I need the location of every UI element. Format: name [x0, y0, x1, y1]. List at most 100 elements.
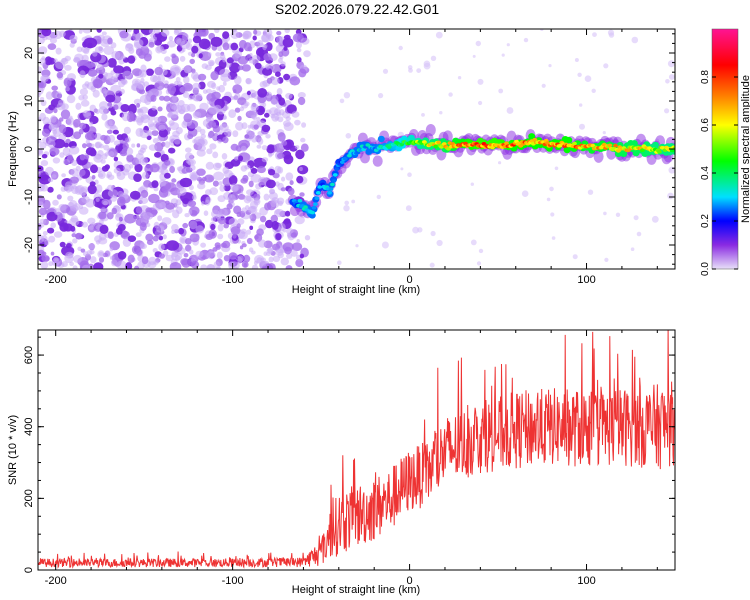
noise-blob — [101, 88, 108, 95]
noise-blob — [234, 75, 242, 85]
noise-blob — [149, 163, 160, 173]
noise-blob — [238, 39, 247, 49]
noise-blob-faint — [470, 182, 474, 186]
noise-blob — [236, 223, 241, 229]
noise-blob — [183, 76, 190, 84]
noise-blob — [127, 235, 137, 242]
noise-blob-faint — [584, 75, 592, 82]
noise-blob — [56, 71, 63, 79]
noise-blob — [156, 45, 164, 52]
noise-blob — [240, 177, 248, 184]
noise-blob — [280, 187, 286, 192]
noise-blob — [291, 111, 300, 118]
noise-blob — [113, 65, 125, 74]
noise-blob — [128, 47, 135, 54]
noise-blob — [168, 147, 176, 154]
noise-blob — [120, 104, 130, 112]
noise-blob — [285, 172, 294, 181]
colorbar-tick-label: 0.6 — [700, 118, 711, 132]
noise-blob — [158, 253, 165, 259]
noise-blob — [70, 205, 79, 212]
colorbar-frame — [711, 28, 739, 270]
signal-core — [317, 185, 323, 189]
noise-blob-faint — [602, 131, 606, 135]
noise-blob — [233, 185, 240, 191]
noise-blob — [206, 93, 216, 102]
noise-blob — [167, 111, 174, 118]
noise-blob — [50, 115, 57, 123]
noise-blob-faint — [550, 212, 555, 217]
noise-blob — [243, 254, 251, 263]
noise-blob — [58, 203, 67, 211]
noise-blob — [117, 251, 127, 260]
noise-blob — [66, 94, 76, 104]
noise-blob — [111, 259, 118, 267]
noise-blob — [171, 178, 177, 183]
noise-blob — [179, 177, 193, 188]
noise-blob — [188, 184, 194, 191]
noise-blob — [42, 231, 48, 236]
noise-blob — [222, 136, 229, 144]
noise-blob — [145, 233, 154, 242]
noise-blob — [163, 95, 171, 102]
noise-blob — [176, 38, 186, 46]
noise-blob-faint — [351, 199, 356, 204]
noise-blob — [188, 209, 193, 215]
noise-blob — [246, 237, 253, 245]
noise-blob — [287, 187, 295, 196]
noise-blob — [140, 144, 148, 150]
noise-blob-faint — [355, 244, 359, 248]
noise-blob — [286, 228, 294, 235]
noise-blob — [91, 222, 96, 227]
signal-core — [436, 140, 441, 145]
snr-y-tick-label: 400 — [23, 418, 35, 436]
noise-blob — [182, 222, 189, 229]
noise-blob — [234, 107, 241, 113]
noise-blob — [141, 158, 146, 164]
spectrogram-y-axis: -20 -10 0 10 20 — [23, 33, 675, 265]
noise-blob-faint — [521, 190, 529, 197]
noise-blob — [44, 56, 53, 66]
snr-x-tick-label: 0 — [407, 575, 413, 587]
noise-blob — [283, 120, 291, 127]
noise-blob — [109, 247, 114, 252]
noise-blob — [277, 152, 285, 159]
noise-blob — [62, 147, 71, 157]
noise-blob — [93, 262, 104, 269]
noise-blob — [151, 209, 158, 215]
noise-blob — [232, 130, 239, 138]
noise-blob — [38, 138, 42, 144]
noise-blob — [106, 129, 113, 134]
noise-blob — [177, 105, 186, 115]
noise-blob — [189, 58, 195, 65]
noise-blob-faint — [541, 83, 546, 88]
noise-blob — [66, 117, 75, 126]
noise-blob — [212, 135, 218, 141]
noise-blob — [98, 256, 105, 263]
noise-blob — [136, 108, 142, 113]
noise-blob — [111, 50, 121, 60]
noise-blob — [73, 118, 81, 128]
noise-blob — [297, 96, 306, 106]
noise-blob — [50, 251, 55, 256]
noise-blob — [238, 139, 251, 149]
snr-y-tick-label: 0 — [23, 567, 35, 573]
noise-blob — [274, 165, 282, 174]
noise-blob — [217, 223, 224, 232]
noise-blob — [206, 88, 212, 94]
noise-blob — [206, 264, 215, 269]
noise-blob-faint — [416, 68, 422, 73]
noise-blob — [41, 154, 48, 159]
noise-blob — [61, 261, 68, 268]
noise-blob — [68, 115, 73, 120]
noise-blob — [51, 85, 58, 91]
noise-blob — [195, 225, 204, 234]
noise-blob — [181, 258, 191, 268]
noise-blob — [170, 101, 180, 111]
noise-blob — [108, 151, 115, 157]
noise-blob — [195, 250, 204, 258]
noise-blob — [270, 214, 278, 223]
noise-blob — [275, 248, 284, 256]
signal-core — [504, 141, 509, 146]
